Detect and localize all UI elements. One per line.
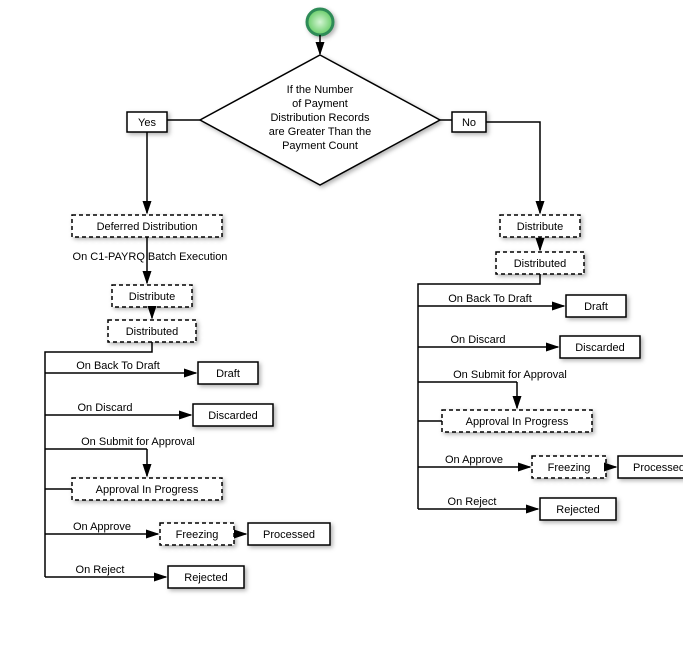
- backdraft-l-label: On Back To Draft: [76, 360, 160, 372]
- reject-r-label: On Reject: [448, 496, 497, 508]
- draft-left-label: Draft: [216, 368, 240, 380]
- freezing-left-label: Freezing: [176, 529, 219, 541]
- start-node: [307, 9, 333, 35]
- approval-left-label: Approval In Progress: [96, 484, 199, 496]
- backdraft-r-label: On Back To Draft: [448, 293, 532, 305]
- decision-line-4: Payment Count: [282, 140, 358, 152]
- distributed-right-label: Distributed: [514, 258, 567, 270]
- approve-r-label: On Approve: [445, 454, 503, 466]
- batch-exec-label: On C1-PAYRQ Batch Execution: [73, 251, 228, 263]
- distribute-right-label: Distribute: [517, 221, 563, 233]
- freezing-right-label: Freezing: [548, 462, 591, 474]
- no-label: No: [462, 117, 476, 129]
- edge-no-distribute: [486, 122, 540, 213]
- flowchart: If the Number of Payment Distribution Re…: [0, 0, 683, 663]
- decision-line-0: If the Number: [287, 84, 354, 96]
- decision-line-2: Distribution Records: [270, 112, 370, 124]
- distribute-left-label: Distribute: [129, 291, 175, 303]
- distributed-left-label: Distributed: [126, 326, 179, 338]
- discarded-left-label: Discarded: [208, 410, 258, 422]
- decision-line-3: are Greater Than the: [269, 126, 372, 138]
- submit-r-label: On Submit for Approval: [453, 369, 567, 381]
- reject-l-label: On Reject: [76, 564, 125, 576]
- yes-label: Yes: [138, 117, 156, 129]
- bus-line-right: [418, 274, 540, 509]
- discard-r-label: On Discard: [450, 334, 505, 346]
- rejected-right-label: Rejected: [556, 504, 599, 516]
- processed-left-label: Processed: [263, 529, 315, 541]
- approve-l-label: On Approve: [73, 521, 131, 533]
- draft-right-label: Draft: [584, 301, 608, 313]
- discarded-right-label: Discarded: [575, 342, 625, 354]
- submit-l-label: On Submit for Approval: [81, 436, 195, 448]
- processed-right-label: Processed: [633, 462, 683, 474]
- bus-line-left: [45, 342, 152, 577]
- decision-line-1: of Payment: [292, 98, 348, 110]
- approval-right-label: Approval In Progress: [466, 416, 569, 428]
- deferred-distribution-label: Deferred Distribution: [97, 221, 198, 233]
- rejected-left-label: Rejected: [184, 572, 227, 584]
- discard-l-label: On Discard: [77, 402, 132, 414]
